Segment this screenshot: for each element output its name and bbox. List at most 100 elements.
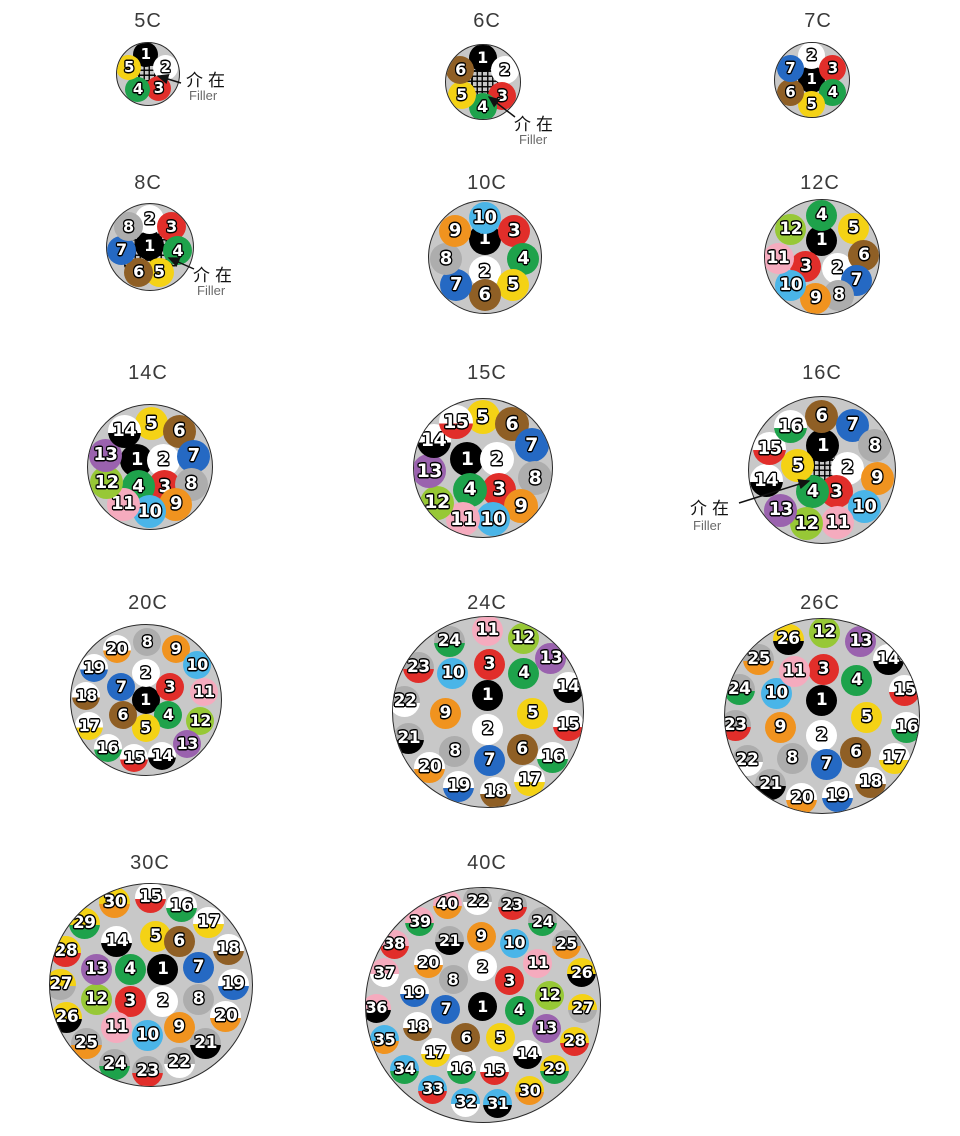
wire-number: 10 [186, 655, 209, 675]
wire-16C-13: 13 [764, 493, 798, 527]
wire-number: 7 [187, 445, 201, 467]
wire-number: 10 [779, 275, 803, 295]
wire-number: 1 [140, 689, 151, 709]
wire-10C-8: 8 [429, 243, 462, 276]
wire-number: 14 [516, 1044, 539, 1064]
wire-26C-20: 20 [786, 783, 818, 813]
wire-number: 28 [563, 1031, 586, 1051]
wire-10C-3: 3 [498, 214, 531, 247]
wire-number: 25 [747, 649, 771, 670]
wire-number: 6 [516, 739, 528, 760]
cable-body-20C: 1 2 3 4 5 6 7 8 9 10 11 12 13 14 15 16 17 18 19 20 [70, 624, 222, 776]
wire-number: 1 [816, 434, 830, 456]
wire-number: 5 [145, 412, 158, 434]
wire-24C-22: 22 [393, 686, 421, 718]
wire-40C-23: 23 [497, 890, 527, 920]
wire-number: 14 [556, 677, 580, 697]
cable-title-7C: 7C [804, 10, 832, 32]
wire-40C-31: 31 [483, 1089, 513, 1119]
wire-number: 7 [449, 274, 463, 295]
wire-number: 11 [825, 511, 851, 533]
wire-number: 19 [403, 982, 425, 1002]
wire-number: 23 [407, 656, 430, 677]
wire-number: 17 [424, 1042, 447, 1062]
wire-number: 1 [140, 45, 151, 64]
wire-8C-3: 3 [157, 212, 186, 242]
wire-number: 6 [133, 262, 144, 282]
wire-26C-10: 10 [760, 678, 792, 710]
wire-24C-16: 16 [537, 742, 569, 774]
wire-20C-13: 13 [173, 729, 202, 758]
wire-10C-5: 5 [497, 269, 529, 301]
wire-24C-1: 1 [472, 679, 503, 711]
wire-number: 8 [192, 989, 205, 1010]
wire-number: 2 [481, 719, 494, 740]
wire-number: 6 [460, 1027, 472, 1047]
wire-number: 15 [893, 679, 917, 700]
wire-number: 3 [164, 676, 176, 696]
wire-number: 10 [480, 507, 506, 530]
wire-number: 6 [173, 420, 186, 442]
wire-number: 40 [436, 894, 458, 914]
wire-number: 16 [895, 716, 919, 737]
wire-number: 5 [791, 454, 805, 476]
wire-26C-14: 14 [872, 644, 904, 676]
wire-24C-14: 14 [552, 672, 583, 703]
wire-number: 8 [447, 969, 459, 989]
wire-5C-4: 4 [125, 77, 151, 102]
filler-label-jp-8C: 介在 [193, 266, 237, 286]
wire-number: 29 [72, 912, 96, 933]
cable-title-15C: 15C [467, 362, 507, 384]
wire-15C-11: 11 [445, 502, 480, 537]
wire-16C-16: 16 [773, 410, 807, 444]
wire-number: 11 [105, 1016, 129, 1037]
wire-number: 4 [851, 669, 863, 690]
wire-30C-30: 30 [99, 887, 131, 919]
wire-15C-12: 12 [420, 485, 454, 520]
wire-24C-17: 17 [514, 765, 546, 797]
wire-number: 12 [189, 710, 212, 730]
wire-20C-8: 8 [133, 627, 162, 656]
wire-number: 11 [111, 493, 136, 515]
wire-number: 3 [830, 480, 843, 502]
wire-number: 1 [815, 230, 828, 251]
wire-20C-17: 17 [75, 712, 104, 741]
wire-number: 12 [94, 471, 120, 493]
wire-number: 11 [193, 681, 215, 701]
wire-number: 19 [83, 657, 105, 677]
wire-number: 3 [124, 991, 136, 1012]
wire-number: 2 [160, 57, 171, 76]
wire-number: 4 [517, 248, 530, 270]
cable-body-12C: 1 2 3 4 5 6 7 8 9 10 11 12 [764, 199, 880, 315]
wire-15C-7: 7 [514, 428, 549, 463]
wire-12C-11: 11 [765, 242, 794, 274]
wire-number: 14 [112, 420, 137, 442]
wire-number: 4 [162, 704, 174, 724]
wire-number: 15 [556, 715, 580, 736]
wire-number: 12 [511, 628, 535, 649]
wire-number: 17 [518, 770, 542, 791]
wire-30C-6: 6 [163, 926, 195, 958]
wire-26C-7: 7 [810, 749, 842, 780]
wire-number: 21 [759, 773, 782, 794]
wire-number: 5 [506, 274, 520, 295]
wire-number: 5 [806, 94, 817, 113]
wire-15C-8: 8 [518, 461, 552, 495]
wire-40C-28: 28 [560, 1026, 590, 1056]
wire-number: 37 [373, 962, 396, 982]
wire-number: 5 [149, 926, 162, 947]
wire-number: 6 [815, 405, 828, 427]
wire-20C-15: 15 [120, 744, 149, 773]
wire-number: 13 [93, 444, 118, 466]
wire-number: 2 [157, 449, 170, 471]
wire-40C-25: 25 [551, 929, 581, 959]
wire-number: 5 [153, 262, 165, 282]
wire-15C-2: 2 [479, 442, 514, 477]
wire-16C-5: 5 [781, 449, 815, 483]
wire-number: 2 [499, 60, 510, 80]
cable-title-6C: 6C [473, 10, 501, 32]
wire-number: 16 [450, 1059, 473, 1079]
wire-number: 4 [124, 958, 136, 979]
